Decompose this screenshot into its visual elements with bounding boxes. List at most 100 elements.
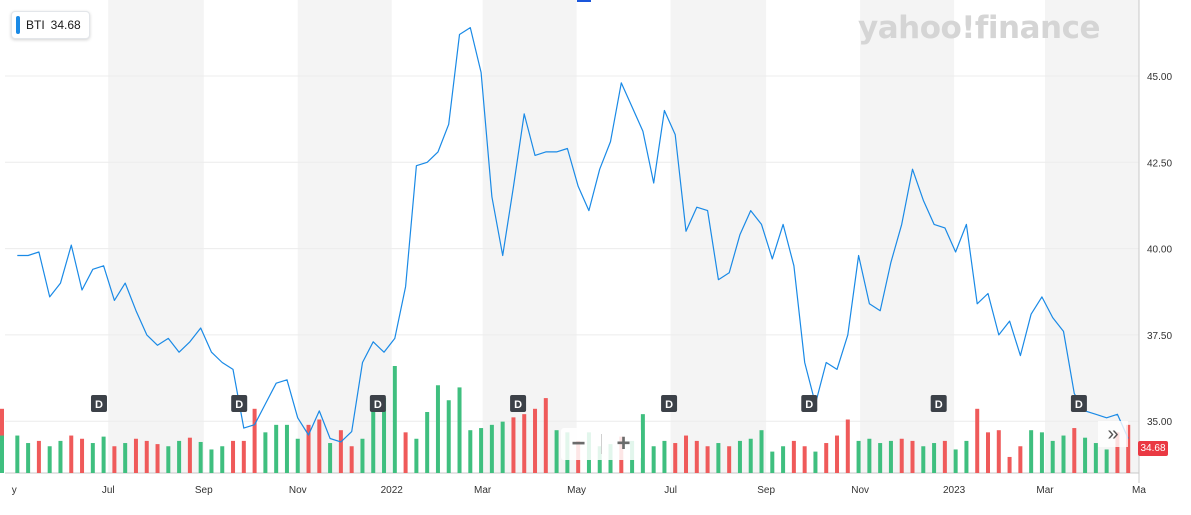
volume-bar xyxy=(824,443,829,473)
volume-bar xyxy=(835,435,840,473)
x-tick-label: Jul xyxy=(102,485,115,496)
dividend-marker xyxy=(510,395,527,412)
y-tick-label: 45.00 xyxy=(1147,72,1172,83)
volume-bar xyxy=(457,387,462,473)
y-tick-label: 37.50 xyxy=(1147,331,1172,342)
volume-bar xyxy=(1126,424,1131,473)
volume-bar xyxy=(26,443,31,473)
dividend-marker xyxy=(661,395,678,412)
volume-bar xyxy=(737,440,742,473)
volume-bar xyxy=(964,440,969,473)
volume-bar xyxy=(317,419,322,473)
volume-bar xyxy=(177,440,182,473)
zoom-in-button[interactable]: + xyxy=(616,430,631,457)
dividend-marker-label: D xyxy=(235,399,243,411)
volume-bar xyxy=(1039,432,1044,473)
volume-bar xyxy=(1050,440,1055,473)
volume-bar xyxy=(0,440,4,473)
volume-bar xyxy=(942,440,947,473)
volume-bar xyxy=(716,443,721,473)
volume-bar xyxy=(252,408,257,473)
volume-bar xyxy=(479,428,484,473)
volume-bar xyxy=(651,446,656,473)
volume-bar xyxy=(468,430,473,473)
volume-bar xyxy=(446,400,451,473)
volume-bar xyxy=(371,408,376,473)
x-tick-label: Nov xyxy=(289,485,307,496)
volume-bar xyxy=(705,446,710,473)
volume-bar xyxy=(231,440,236,473)
volume-bar xyxy=(1072,428,1077,473)
yahoo-finance-logo: yahoo!finance xyxy=(858,10,1101,46)
time-band xyxy=(860,0,955,473)
volume-bar xyxy=(781,446,786,473)
x-tick-label: Sep xyxy=(195,485,213,496)
time-band xyxy=(108,0,204,473)
dividend-marker xyxy=(231,395,248,412)
volume-bar xyxy=(274,424,279,473)
volume-bar xyxy=(295,438,300,473)
volume-bar xyxy=(694,440,699,473)
volume-bar xyxy=(382,398,387,473)
volume-bar xyxy=(1083,437,1088,473)
series-color-swatch xyxy=(16,16,20,34)
volume-bar xyxy=(867,438,872,473)
volume-bar xyxy=(47,446,52,473)
x-tick-label: Mar xyxy=(474,485,492,496)
volume-bar xyxy=(90,443,95,473)
scroll-right-button[interactable]: » xyxy=(1098,421,1128,447)
top-indicator xyxy=(577,0,591,2)
volume-bar xyxy=(554,430,559,473)
volume-bar xyxy=(813,451,818,473)
dividend-marker-label: D xyxy=(95,399,103,411)
dividend-marker xyxy=(90,395,107,412)
dividend-marker xyxy=(369,395,386,412)
x-tick-label: May xyxy=(567,485,586,496)
x-tick-label: Nov xyxy=(851,485,869,496)
volume-bar xyxy=(414,438,419,473)
volume-bar xyxy=(263,432,268,473)
volume-bar xyxy=(802,446,807,473)
volume-bar xyxy=(878,443,883,473)
volume-bar xyxy=(360,438,365,473)
ticker-symbol: BTI xyxy=(26,18,45,32)
volume-bar xyxy=(953,449,958,473)
volume-bar xyxy=(522,414,527,473)
volume-bar xyxy=(932,443,937,473)
ticker-legend[interactable]: BTI 34.68 xyxy=(11,11,90,39)
volume-bar xyxy=(112,446,117,473)
volume-bar xyxy=(435,385,440,473)
volume-bar xyxy=(166,446,171,473)
volume-bar xyxy=(36,440,41,473)
volume-bar xyxy=(133,438,138,473)
volume-bar xyxy=(845,419,850,473)
volume-bar xyxy=(543,398,548,473)
volume-bar xyxy=(15,435,20,473)
y-tick-label: 40.00 xyxy=(1147,245,1172,256)
volume-bar xyxy=(1104,449,1109,473)
y-tick-label: 42.50 xyxy=(1147,158,1172,169)
volume-bar xyxy=(1018,446,1023,473)
volume-bar xyxy=(403,432,408,473)
dividend-marker-label: D xyxy=(1075,399,1083,411)
volume-bar xyxy=(1061,435,1066,473)
volume-bar xyxy=(123,443,128,473)
time-band xyxy=(297,0,392,473)
volume-bar xyxy=(284,424,289,473)
volume-bar xyxy=(1093,443,1098,473)
volume-bar xyxy=(209,449,214,473)
volume-bar xyxy=(727,446,732,473)
volume-bar xyxy=(684,435,689,473)
volume-bar xyxy=(910,440,915,473)
volume-bar xyxy=(533,408,538,473)
volume-bar xyxy=(511,417,516,473)
time-band xyxy=(1045,0,1139,473)
volume-bar xyxy=(241,440,246,473)
zoom-out-button[interactable]: − xyxy=(571,430,586,457)
dividend-marker-label: D xyxy=(935,399,943,411)
volume-bar xyxy=(1115,432,1120,473)
volume-bar xyxy=(759,430,764,473)
x-tick-label: 2022 xyxy=(381,485,404,496)
